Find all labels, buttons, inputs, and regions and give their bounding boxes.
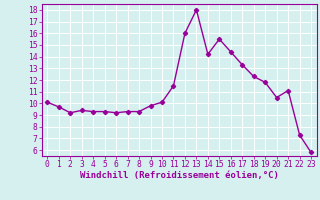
X-axis label: Windchill (Refroidissement éolien,°C): Windchill (Refroidissement éolien,°C): [80, 171, 279, 180]
